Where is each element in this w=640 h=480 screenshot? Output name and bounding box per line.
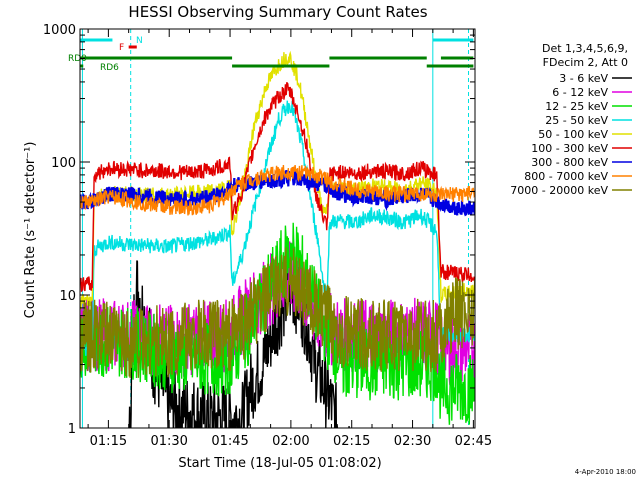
y-axis-label: Count Rate (s⁻¹ detector⁻¹) xyxy=(23,142,38,319)
legend-label-2: 12 - 25 keV xyxy=(545,100,608,113)
x-tick-label-3: 02:00 xyxy=(272,434,309,449)
x-tick-label-0: 01:15 xyxy=(90,434,127,449)
legend-label-1: 6 - 12 keV xyxy=(552,86,608,99)
x-tick-label-4: 02:15 xyxy=(333,434,370,449)
footer-date: 4-Apr-2010 18:00 xyxy=(575,468,636,476)
legend-label-3: 25 - 50 keV xyxy=(545,114,608,127)
chart-title: HESSI Observing Summary Count Rates xyxy=(128,3,427,21)
legend-label-8: 7000 - 20000 keV xyxy=(510,184,608,197)
legend-label-7: 800 - 7000 keV xyxy=(524,170,608,183)
x-tick-label-5: 02:30 xyxy=(394,434,431,449)
series-line-5 xyxy=(80,81,475,292)
legend-header-0: Det 1,3,4,5,6,9, xyxy=(542,42,628,55)
x-tick-label-6: 02:45 xyxy=(455,434,492,449)
status-label-f: F xyxy=(119,43,124,53)
legend-label-6: 300 - 800 keV xyxy=(531,156,608,169)
y-tick-label-1: 10 xyxy=(59,289,76,304)
series-line-4 xyxy=(80,50,475,310)
x-tick-label-2: 01:45 xyxy=(211,434,248,449)
y-tick-label-0: 1 xyxy=(68,422,76,437)
x-tick-label-1: 01:30 xyxy=(150,434,187,449)
y-tick-label-2: 100 xyxy=(51,156,76,171)
status-label-n: N xyxy=(136,36,143,46)
legend: Det 1,3,4,5,6,9,FDecim 2, Att 0 3 - 6 keV… xyxy=(510,42,632,197)
legend-label-0: 3 - 6 keV xyxy=(559,72,608,85)
series-line-2 xyxy=(80,222,475,425)
x-axis-label: Start Time (18-Jul-05 01:08:02) xyxy=(178,456,381,471)
y-tick-label-3: 1000 xyxy=(43,23,76,38)
legend-label-5: 100 - 300 keV xyxy=(531,142,608,155)
status-label-rd0: RD0 xyxy=(68,54,87,64)
status-label-rd6: RD6 xyxy=(100,63,119,73)
plot-frame xyxy=(79,28,476,429)
legend-header-1: FDecim 2, Att 0 xyxy=(543,56,628,69)
series-line-8 xyxy=(80,247,475,378)
legend-label-4: 50 - 100 keV xyxy=(538,128,608,141)
series-line-3 xyxy=(80,100,475,356)
series-line-7 xyxy=(80,164,475,216)
